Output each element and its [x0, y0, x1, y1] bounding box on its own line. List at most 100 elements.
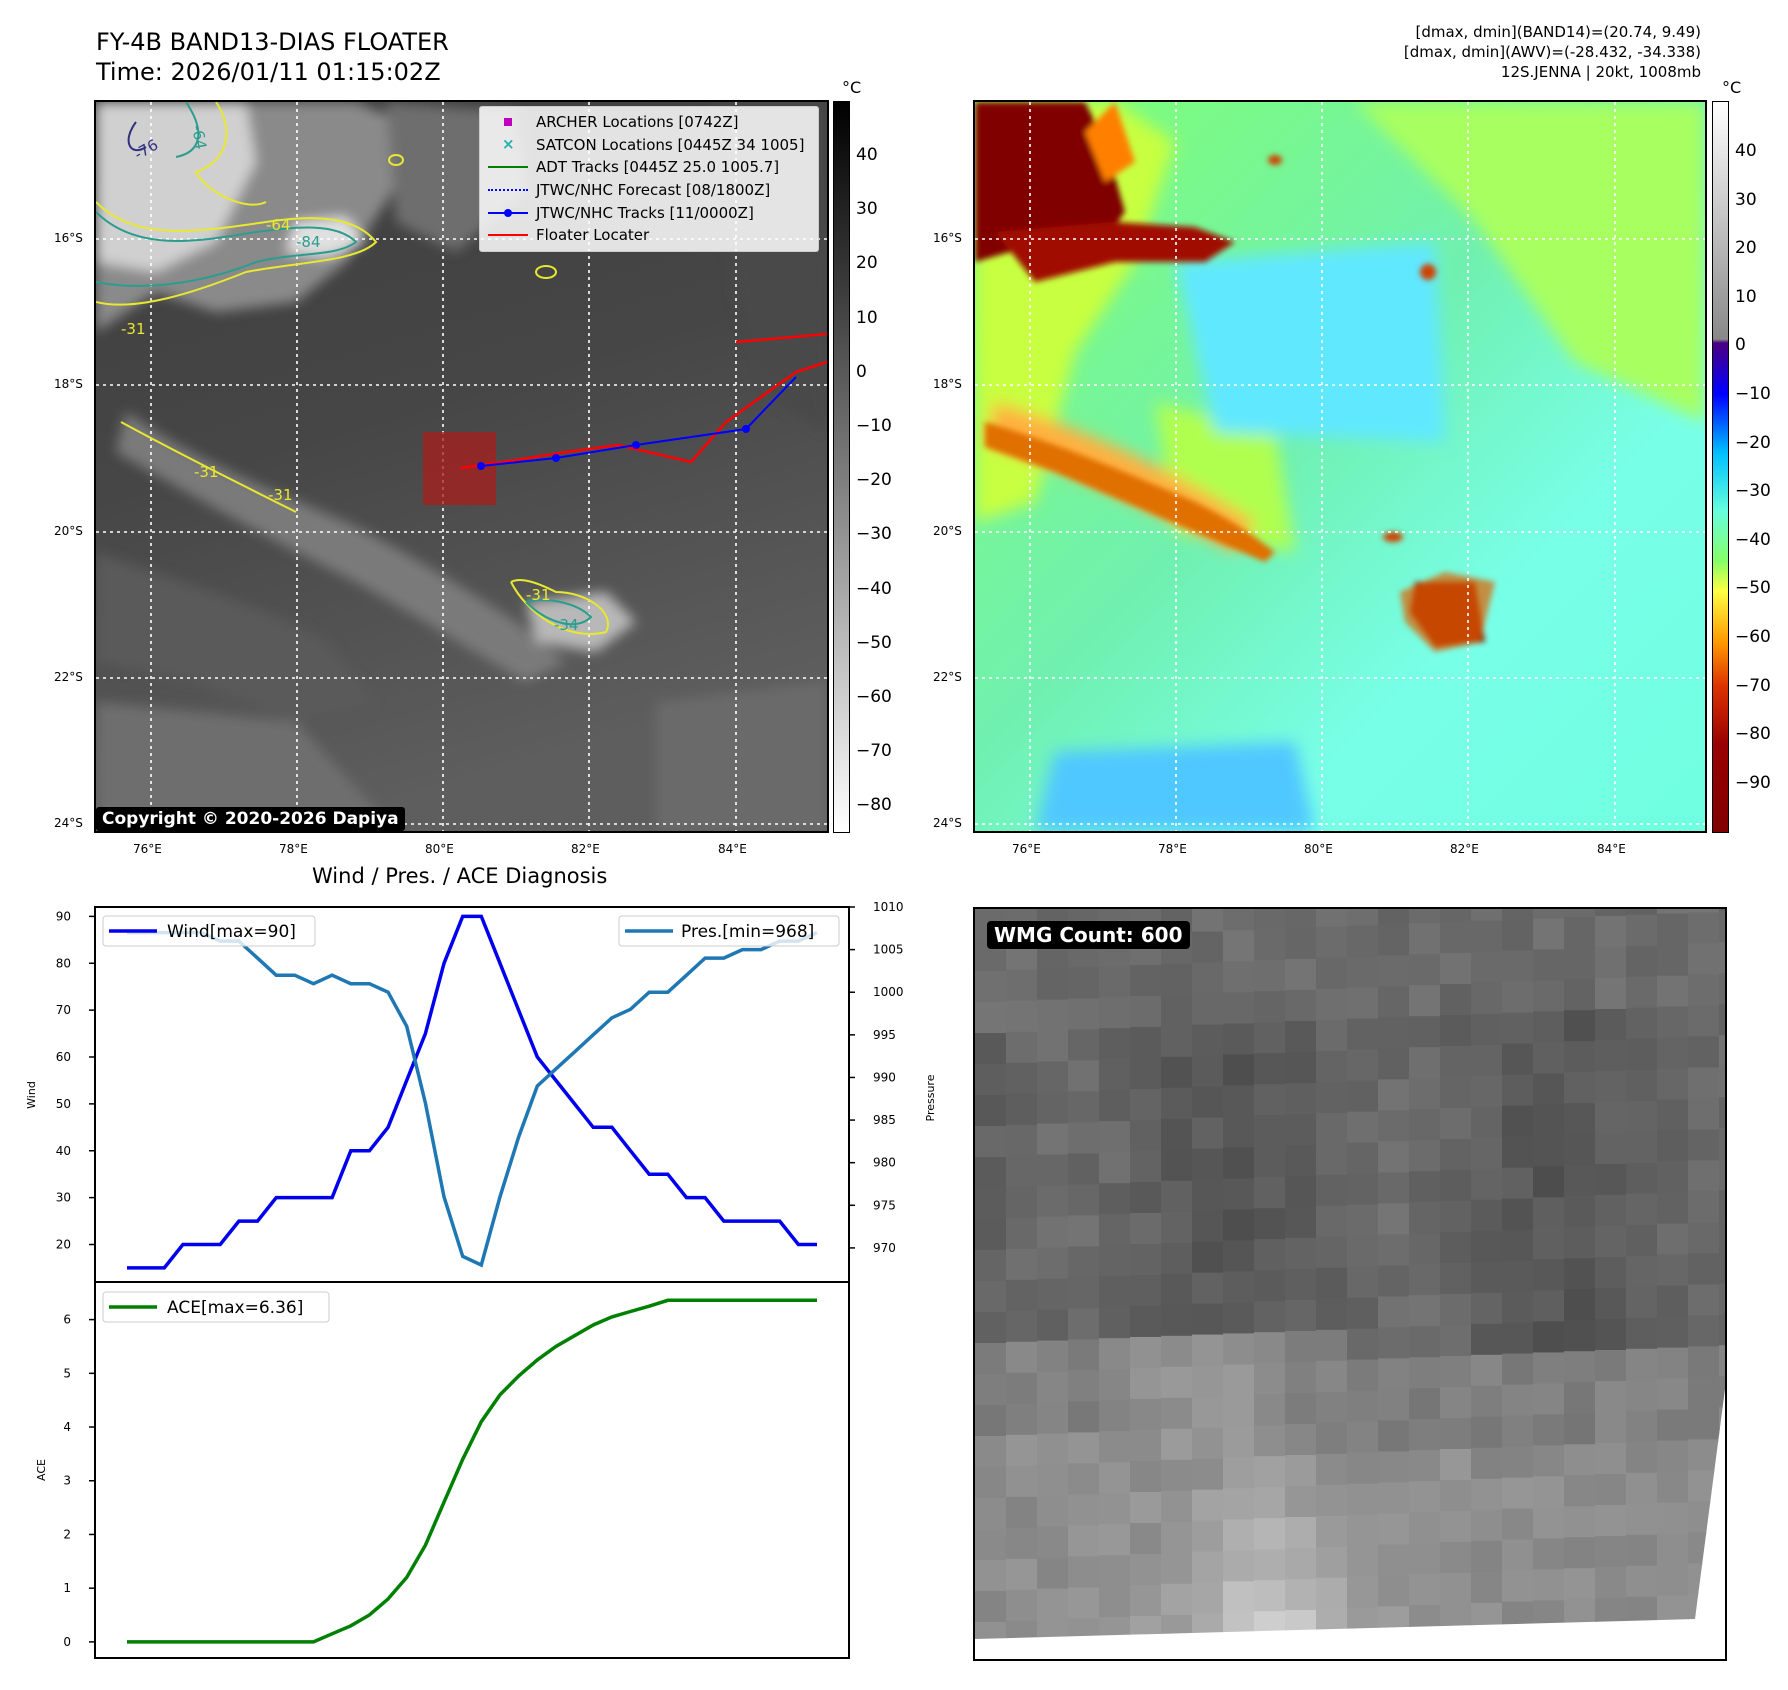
wmg-cell	[1440, 909, 1472, 924]
wmg-cell	[1533, 1414, 1565, 1448]
colorbar-tick-label: 0	[1735, 335, 1746, 356]
wmg-cell	[1688, 1315, 1720, 1349]
wmg-cell	[1068, 1153, 1100, 1187]
wmg-cell	[1719, 1624, 1725, 1639]
wmg-cell	[1502, 1322, 1534, 1356]
wmg-cell	[1657, 1068, 1689, 1102]
wmg-cell	[1688, 1098, 1720, 1132]
wind-yticks: 90 80 70 60 50 40 30 20	[56, 909, 95, 1252]
wmg-cell	[1595, 1226, 1627, 1259]
wmg-cell	[975, 1312, 1007, 1345]
wmg-cell	[1285, 1269, 1317, 1302]
wmg-cell	[1719, 1004, 1725, 1038]
wmg-cell	[1285, 1176, 1317, 1209]
wmg-cell	[1254, 1146, 1286, 1180]
wmg-cell	[1533, 1135, 1565, 1169]
wmg-cell	[1006, 1248, 1038, 1282]
wmg-cell	[1161, 1552, 1193, 1586]
wmg-cell	[975, 1095, 1007, 1128]
colorbar-tick-label: −80	[1735, 724, 1771, 745]
wmg-cell	[1595, 1102, 1627, 1135]
wmg-cell	[1533, 1538, 1565, 1572]
wmg-cell	[1440, 1015, 1472, 1048]
wmg-cell	[1285, 1455, 1317, 1488]
wmg-cell	[975, 1126, 1007, 1159]
wmg-cell	[1564, 979, 1596, 1013]
wmg-cell	[1564, 1444, 1596, 1478]
wmg-cell	[1192, 1334, 1224, 1368]
wmg-cell	[1316, 988, 1348, 1022]
wmg-cell	[1595, 916, 1627, 949]
wmg-cell	[1192, 1210, 1224, 1244]
wmg-cell	[1657, 1471, 1689, 1505]
contour-label: -64	[266, 216, 291, 234]
color-map-panel	[973, 100, 1707, 833]
wmg-cell	[1285, 1641, 1317, 1659]
wmg-cell	[1502, 1570, 1534, 1604]
colorbar-tick-label: 10	[1735, 286, 1757, 307]
wmg-cell	[975, 1033, 1007, 1066]
wmg-cell	[1533, 1445, 1565, 1479]
pressure-legend-label: Pres.[min=968]	[681, 922, 814, 942]
wmg-cell	[1192, 1645, 1224, 1659]
wmg-cell	[1719, 1159, 1725, 1193]
wmg-cell	[1409, 1109, 1441, 1143]
wmg-cell	[1347, 1390, 1379, 1424]
wmg-cell	[1037, 1588, 1069, 1622]
wmg-cell	[1254, 1642, 1286, 1659]
wmg-cell	[1130, 1306, 1162, 1339]
lon-label: 76°E	[133, 842, 162, 856]
wmg-cell	[1409, 1388, 1441, 1422]
legend-entry-satcon: × SATCON Locations [0445Z 34 1005]	[502, 134, 805, 154]
wmg-cell	[1440, 1356, 1472, 1389]
wmg-cell	[1099, 1214, 1131, 1248]
wmg-panel: WMG Count: 600	[973, 907, 1727, 1661]
wmg-cell	[1595, 947, 1627, 980]
wmg-cell	[1564, 1382, 1596, 1416]
legend-entry-forecast: JTWC/NHC Forecast [08/1800Z]	[488, 179, 810, 202]
wmg-cell	[1130, 1337, 1162, 1370]
wmg-cell	[1316, 1484, 1348, 1518]
wmg-cell	[1471, 1447, 1503, 1481]
wmg-cell	[1223, 1612, 1255, 1639]
wmg-cell	[1533, 1476, 1565, 1510]
wmg-cell	[1626, 1255, 1658, 1289]
wmg-cell	[1471, 1416, 1503, 1450]
color-grid-lines	[975, 102, 1705, 831]
wmg-cell	[1564, 1537, 1596, 1571]
wmg-cell	[1719, 1190, 1725, 1224]
lat-label: 22°S	[54, 670, 83, 684]
wmg-cell	[1068, 1246, 1100, 1280]
wmg-cell	[1719, 1252, 1725, 1286]
wmg-cell	[1719, 1407, 1725, 1441]
wmg-cell	[1254, 1363, 1286, 1397]
wmg-cell	[1378, 1141, 1410, 1175]
lon-label: 82°E	[1450, 842, 1479, 856]
wmg-cell	[1657, 909, 1689, 916]
wmg-cell	[1440, 1449, 1472, 1482]
pressure-ylabel: Pressure	[924, 1074, 937, 1121]
wmg-cell	[1657, 1037, 1689, 1071]
wmg-cell	[1037, 1154, 1069, 1188]
wmg-cell	[1192, 1272, 1224, 1306]
ace-yticks: 6 5 4 3 2 1 0	[63, 1313, 95, 1649]
wmg-cell	[1502, 1477, 1534, 1511]
wmg-cell	[1409, 909, 1441, 926]
wmg-cell	[1719, 1345, 1725, 1379]
wmg-cell	[1719, 1283, 1725, 1317]
wmg-cell	[1130, 965, 1162, 998]
wmg-cell	[1595, 1164, 1627, 1197]
wmg-cell	[1347, 1545, 1379, 1579]
pressure-yticks: 1010 1005 1000 995 990 985 980 975 970	[849, 900, 904, 1255]
wmg-cell	[1130, 1089, 1162, 1122]
wmg-cell	[1161, 1242, 1193, 1276]
wmg-cell	[1347, 1638, 1379, 1639]
wmg-cell	[1347, 1483, 1379, 1517]
wmg-cell	[1533, 1197, 1565, 1231]
wmg-cell	[1223, 992, 1255, 1026]
wmg-cell	[1626, 1131, 1658, 1165]
wmg-cell	[975, 1622, 1007, 1639]
wmg-cell	[1347, 987, 1379, 1021]
wmg-cell	[1037, 1309, 1069, 1343]
wmg-cell	[1223, 1643, 1255, 1659]
